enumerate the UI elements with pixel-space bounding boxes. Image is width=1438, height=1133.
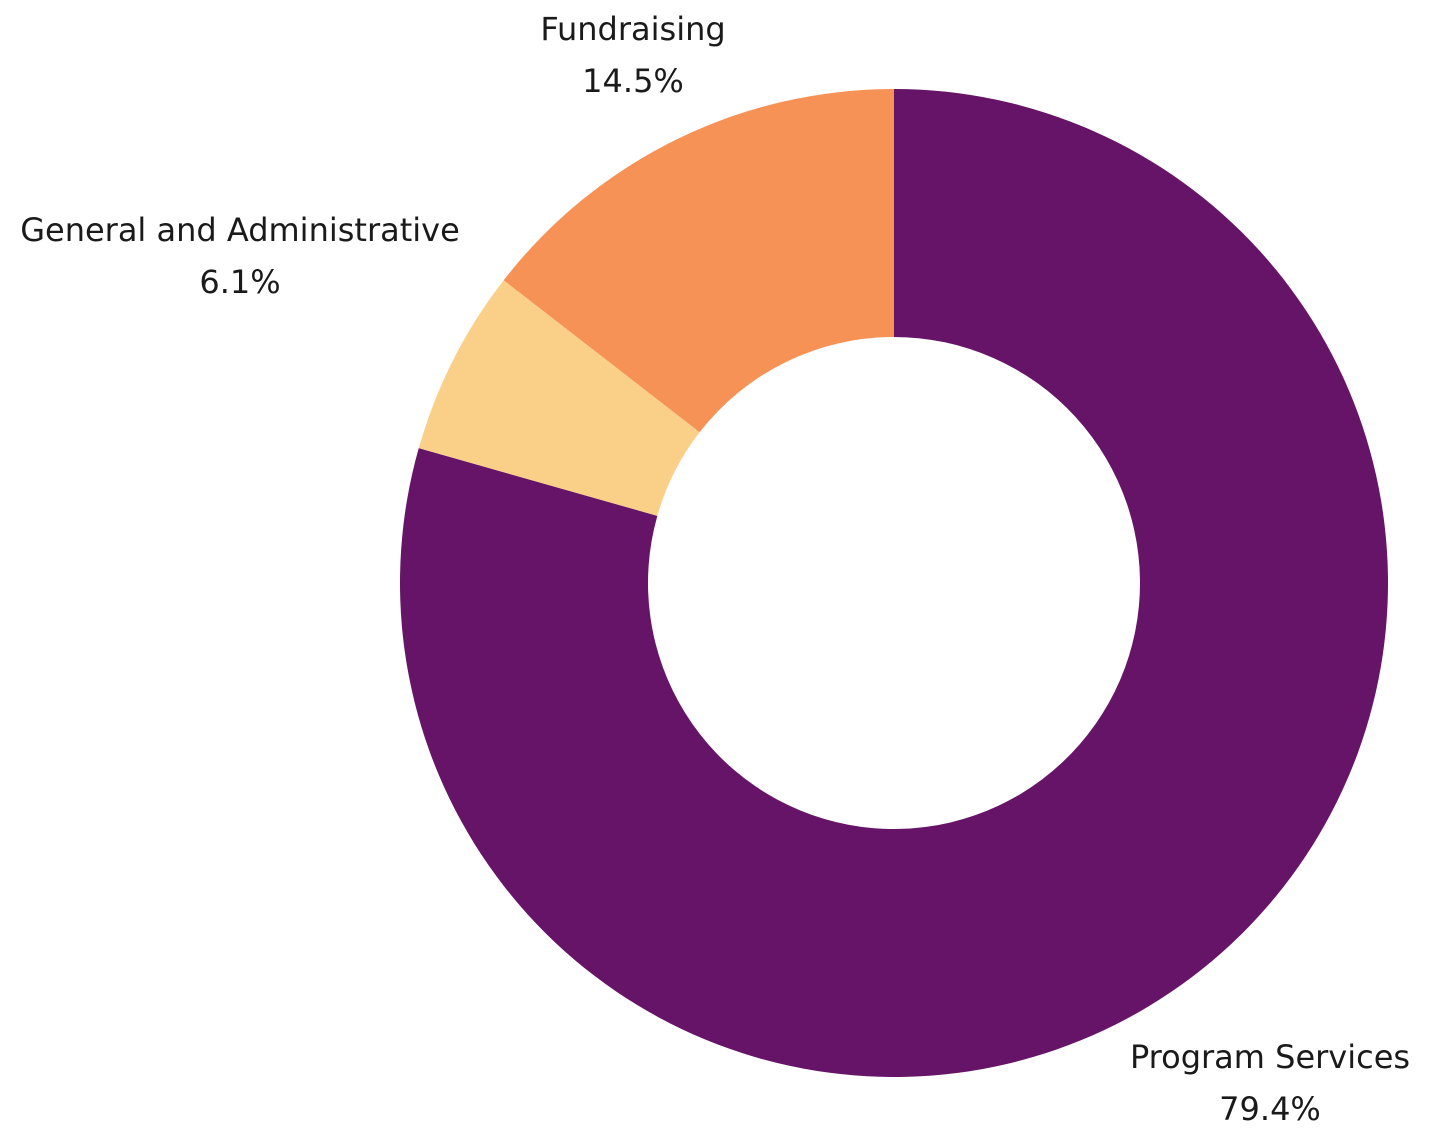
slice-label-program-services: Program Services — [1130, 1038, 1410, 1076]
labels-layer: Program Services 79.4% General and Adminis… — [20, 10, 1410, 1128]
slice-value-general-and-administrative: 6.1% — [199, 263, 280, 301]
slice-general-and-administrative — [418, 280, 700, 516]
slice-fundraising — [503, 89, 894, 433]
slice-value-fundraising: 14.5% — [582, 62, 684, 100]
slice-program-services — [400, 89, 1388, 1077]
slice-value-program-services: 79.4% — [1219, 1090, 1321, 1128]
slices-layer — [400, 89, 1388, 1077]
slice-label-general-and-administrative: General and Administrative — [20, 211, 460, 249]
slice-label-fundraising: Fundraising — [540, 10, 725, 48]
